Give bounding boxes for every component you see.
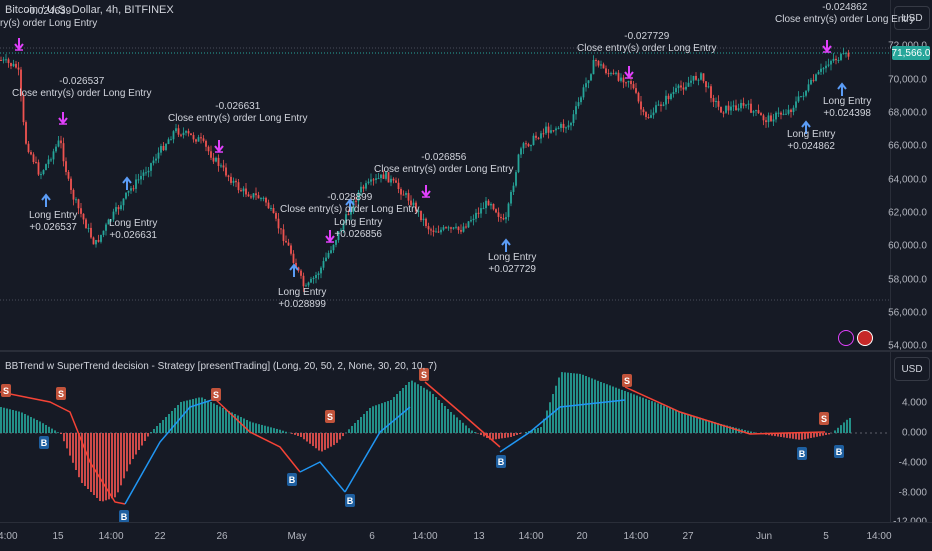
entry-arrow-icon [42,195,50,207]
buy-badge: B [39,436,49,449]
time-tick: May [288,531,307,542]
osc-tick: -4.000 [899,458,927,469]
buy-badge: B [345,494,355,507]
oscillator-chart[interactable] [0,352,890,522]
indicator-title[interactable]: BBTrend w SuperTrend decision - Strategy… [5,361,437,372]
currency-button[interactable]: USD [894,357,930,381]
buy-badge: B [797,447,807,460]
time-tick: 14:00 [518,531,543,542]
sell-badge: S [622,374,632,387]
price-tick: 58,000.0 [888,275,927,286]
time-tick: 14:00 [866,531,891,542]
price-tick: 62,000.0 [888,208,927,219]
event-icons[interactable] [838,330,873,346]
sell-badge: S [56,387,66,400]
exit-arrow-icon [422,185,430,197]
price-tick: 68,000.0 [888,108,927,119]
price-chart-pane[interactable]: Bitcoin / U.S. Dollar, 4h, BITFINEX 72,0… [0,0,932,350]
time-tick: 14:00 [623,531,648,542]
osc-tick: 4.000 [902,398,927,409]
buy-badge: B [834,445,844,458]
osc-tick: -8.000 [899,488,927,499]
buy-badge: B [287,473,297,486]
entry-annotation: Long Entry+0.027729 [488,252,536,276]
indicator-pane[interactable]: 4.000 0.000 -4.000 -8.000 -12.000 USD S … [0,352,932,522]
time-tick: 5 [823,531,829,542]
entry-arrow-icon [838,84,846,96]
osc-tick: 0.000 [902,428,927,439]
price-tick: 66,000.0 [888,141,927,152]
exit-arrow-icon [215,140,223,152]
price-tick: 56,000.0 [888,308,927,319]
dividend-icon[interactable] [838,330,854,346]
time-tick: 14:00 [98,531,123,542]
price-tick: 64,000.0 [888,175,927,186]
time-tick: Jun [756,531,772,542]
time-tick: 14:00 [412,531,437,542]
exit-arrow-icon [625,66,633,78]
time-tick: 14:00 [0,531,18,542]
exit-arrow-icon [326,230,334,242]
current-price-tag: 71,566.0 [892,46,930,60]
time-tick: 15 [52,531,63,542]
entry-arrow-icon [502,240,510,252]
time-axis[interactable]: 14:00 15 14:00 22 26 May 6 14:00 13 14:0… [0,522,932,551]
entry-annotation: Long Entry+0.028899 [278,287,326,311]
entry-arrow-icon [123,178,131,190]
exit-arrow-icon [59,112,67,124]
entry-annotation: Long Entry+0.026856 [334,217,382,241]
time-tick: 20 [576,531,587,542]
entry-annotation: Long Entry+0.026631 [109,218,157,242]
entry-annotation: Long Entry+0.026537 [29,210,77,234]
time-tick: 22 [154,531,165,542]
entry-annotation: Long Entry+0.024398 [823,96,871,120]
time-tick: 13 [473,531,484,542]
buy-badge: B [496,455,506,468]
exit-arrow-icon [823,40,831,52]
time-tick: 27 [682,531,693,542]
entry-annotation: Long Entry+0.024862 [787,129,835,153]
sell-badge: S [819,412,829,425]
us-flag-icon[interactable] [857,330,873,346]
sell-badge: S [1,384,11,397]
time-tick: 26 [216,531,227,542]
time-tick: 6 [369,531,375,542]
price-tick: 70,000.0 [888,75,927,86]
price-tick: 60,000.0 [888,241,927,252]
sell-badge: S [211,388,221,401]
sell-badge: S [325,410,335,423]
